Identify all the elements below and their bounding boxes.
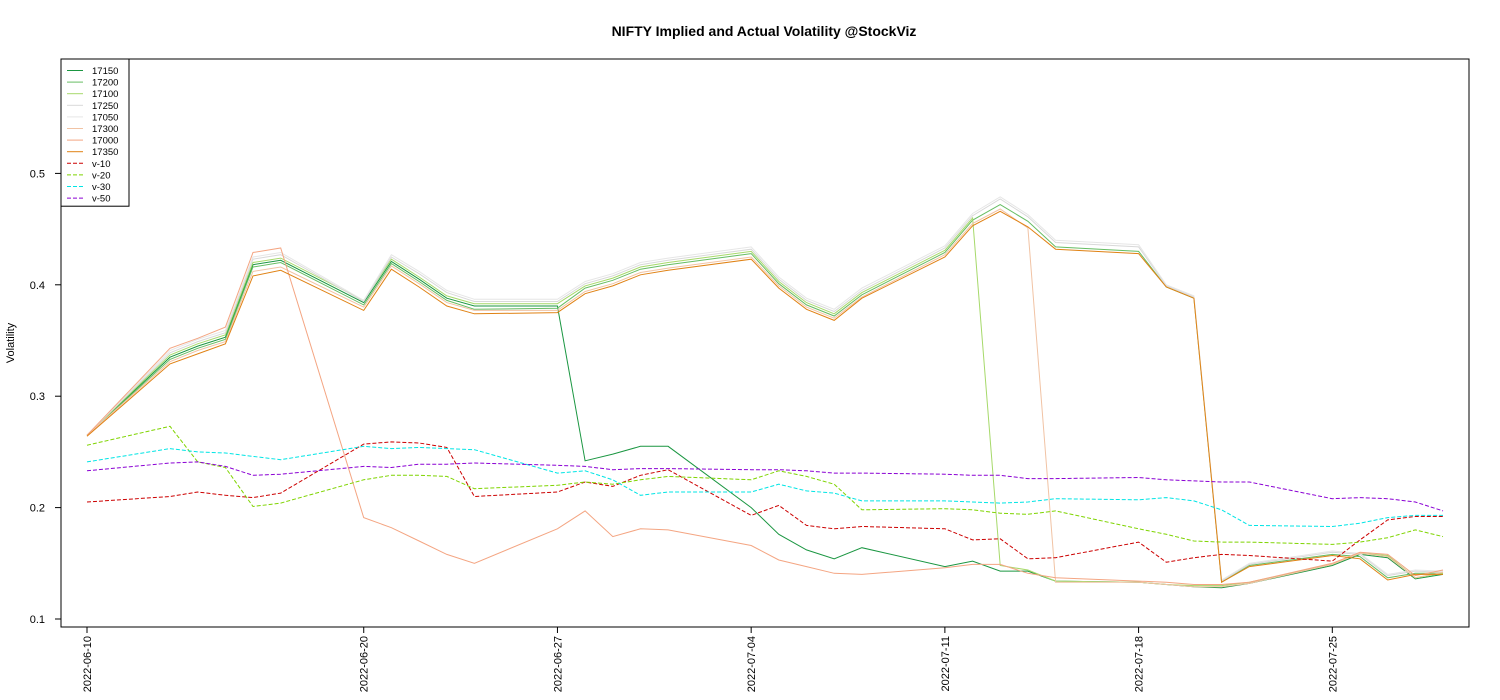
legend-label: 17050 [92,112,118,123]
chart-title: NIFTY Implied and Actual Volatility @Sto… [612,23,917,39]
x-tick-label: 2022-07-25 [1327,636,1339,692]
x-tick-label: 2022-06-27 [552,636,564,692]
legend-label: 17200 [92,78,118,89]
legend-label: 17350 [92,147,118,158]
y-axis-label: Volatility [5,322,17,363]
legend-label: v-30 [92,182,110,193]
x-tick-label: 2022-06-10 [82,636,94,692]
legend-label: 17300 [92,124,118,135]
legend: 1715017200171001725017050173001700017350… [60,58,130,207]
y-tick-label: 0.5 [30,168,45,180]
legend-label: 17000 [92,136,118,147]
series-line-17350 [86,210,1443,584]
x-tick-label: 2022-06-20 [359,636,371,692]
series-lines [86,196,1444,589]
y-tick-label: 0.1 [30,614,45,626]
legend-label: 17100 [92,89,118,100]
series-line-17300 [86,208,1444,588]
y-tick-label: 0.3 [30,391,45,403]
legend-label: v-20 [92,170,110,181]
series-line-v-10 [86,441,1443,563]
x-tick-label: 2022-07-11 [940,636,952,691]
plot-frame [60,58,1470,628]
series-line-v-50 [86,461,1444,512]
series-line-v-30 [86,445,1443,528]
legend-label: 17150 [92,66,118,77]
series-line-17150 [86,259,1444,589]
series-line-v-20 [86,425,1444,545]
series-line-17250 [86,198,1444,582]
y-axis: 0.1 0.2 0.3 0.4 0.5 [30,168,61,626]
series-line-17050 [86,196,1444,581]
series-line-17000 [86,247,1444,585]
x-tick-label: 2022-07-04 [746,636,758,692]
legend-label: v-50 [92,194,110,205]
y-tick-label: 0.4 [30,280,45,292]
x-axis: 2022-06-10 2022-06-20 2022-06-27 2022-07-04… [82,627,1339,692]
legend-box [60,58,130,207]
legend-label: 17250 [92,101,118,112]
y-tick-label: 0.2 [30,503,45,515]
legend-label: v-10 [92,159,110,170]
x-tick-label: 2022-07-18 [1134,636,1146,692]
